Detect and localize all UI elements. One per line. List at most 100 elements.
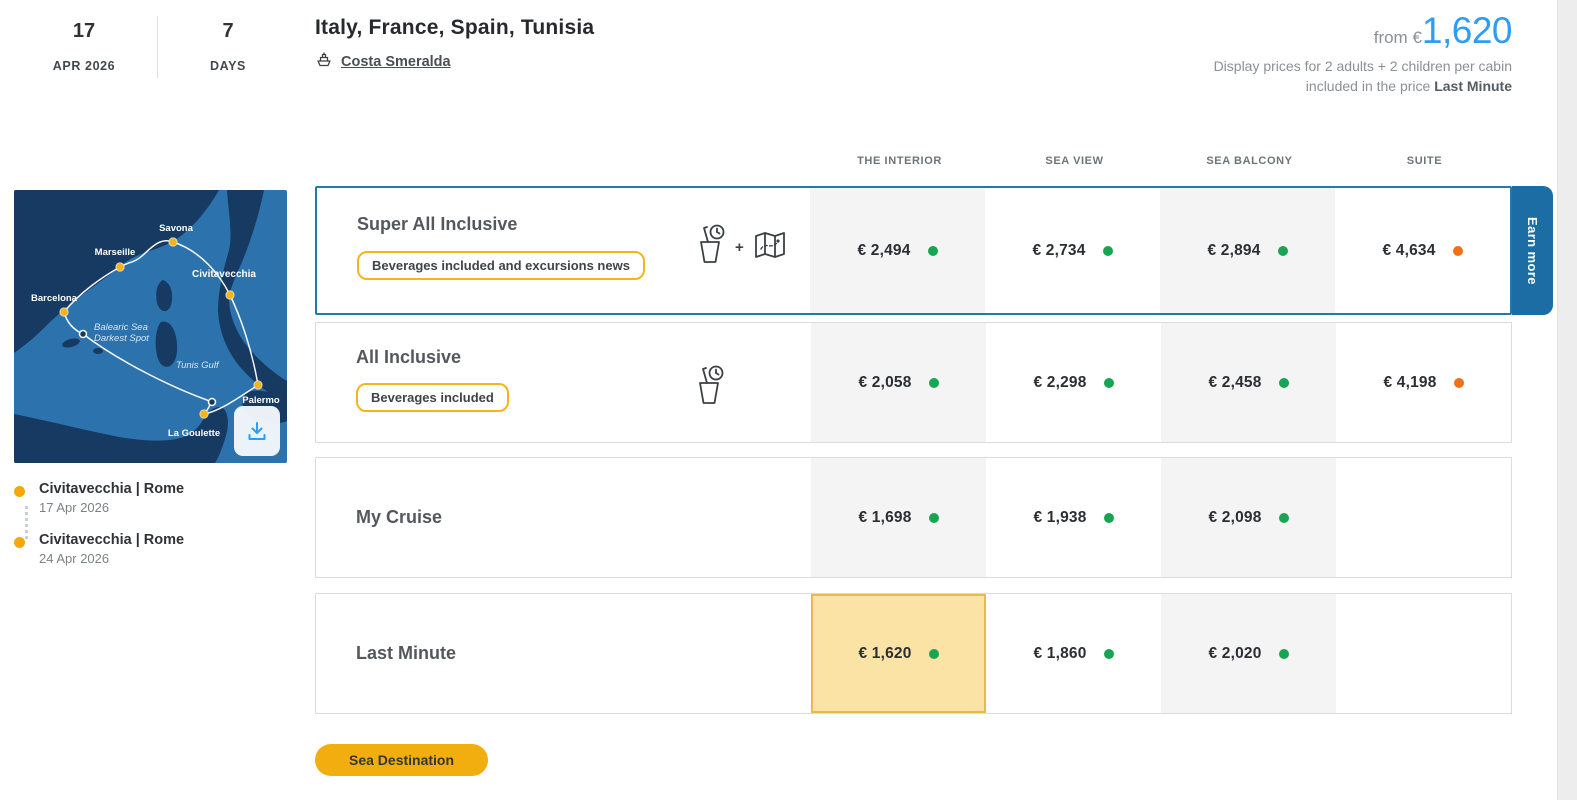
price-cell[interactable]: € 4,634 <box>1335 188 1510 313</box>
price-value: € 2,894 <box>1207 241 1261 259</box>
cruise-duration: 7 DAYS <box>172 20 284 73</box>
price-cell[interactable]: € 2,058 <box>811 323 986 442</box>
price-value: € 4,198 <box>1383 373 1437 391</box>
map-label-savona: Savona <box>159 223 194 234</box>
fare-row-super-all-inclusive[interactable]: Super All Inclusive Beverages included a… <box>315 186 1512 315</box>
fare-row-my-cruise[interactable]: My Cruise € 1,698 € 1,938 € 2,098 <box>315 457 1512 578</box>
availability-dot <box>928 377 939 388</box>
price-cell[interactable]: € 4,198 <box>1336 323 1511 442</box>
fare-name: My Cruise <box>356 507 443 527</box>
price-value: € 2,298 <box>1033 373 1087 391</box>
beverage-icon <box>694 363 726 414</box>
itinerary-port: Civitavecchia | Rome <box>39 532 185 548</box>
map-label-palermo: Palermo <box>242 395 280 406</box>
availability-dot <box>928 648 939 659</box>
from-price-value: 1,620 <box>1421 10 1513 51</box>
availability-dot <box>1102 245 1113 256</box>
availability-dot <box>1453 377 1464 388</box>
port-dot-marseille <box>115 262 125 272</box>
waypoint-tunis <box>207 397 217 407</box>
duration-value: 7 <box>222 20 234 42</box>
port-dot-la-goulette <box>199 409 209 419</box>
itinerary-stop: Civitavecchia | Rome 17 Apr 2026 <box>14 481 304 539</box>
fare-row-all-inclusive[interactable]: All Inclusive Beverages included € 2,058… <box>315 322 1512 443</box>
availability-dot <box>1103 377 1114 388</box>
page-background-strip <box>1557 0 1577 800</box>
price-cell[interactable]: € 2,494 <box>810 188 985 313</box>
price-cell[interactable]: € 2,894 <box>1160 188 1335 313</box>
column-header-interior: THE INTERIOR <box>857 155 942 167</box>
price-value: € 4,634 <box>1382 241 1436 259</box>
column-header-suite: SUITE <box>1406 155 1443 167</box>
download-icon <box>246 420 268 442</box>
price-value: € 2,020 <box>1208 644 1262 662</box>
beverage-icon <box>695 222 727 273</box>
sea-destination-button[interactable]: Sea Destination <box>315 744 489 776</box>
price-disclaimer: Display prices for 2 adults + 2 children… <box>1210 56 1512 97</box>
availability-dot <box>1452 245 1463 256</box>
ship-link[interactable]: Costa Smeralda <box>341 53 451 70</box>
price-value: € 1,938 <box>1033 508 1087 526</box>
price-cell[interactable]: € 1,938 <box>986 458 1161 577</box>
column-header-sea-balcony: SEA BALCONY <box>1206 155 1293 167</box>
map-label-balearic-1: Balearic Sea <box>94 322 148 333</box>
price-cell[interactable]: € 2,098 <box>1161 458 1336 577</box>
port-dot-palermo <box>253 380 263 390</box>
map-label-la-goulette: La Goulette <box>168 428 220 439</box>
price-cell[interactable]: € 1,860 <box>986 594 1161 713</box>
earn-more-ribbon[interactable]: Earn more <box>1512 186 1553 315</box>
port-bullet-icon <box>14 486 25 497</box>
itinerary-port: Civitavecchia | Rome <box>39 481 185 497</box>
availability-dot <box>928 512 939 523</box>
price-value: € 2,058 <box>858 373 912 391</box>
price-value: € 1,698 <box>858 508 912 526</box>
availability-dot <box>927 245 938 256</box>
price-value: € 2,494 <box>857 241 911 259</box>
availability-dot <box>1277 245 1288 256</box>
plus-separator: + <box>735 239 744 256</box>
departure-date: 17 APR 2026 <box>28 20 140 73</box>
map-label-balearic-2: Darkest Spot <box>94 333 149 344</box>
itinerary-list: Civitavecchia | Rome 17 Apr 2026 Civitav… <box>14 481 304 583</box>
map-label-civitavecchia: Civitavecchia <box>192 269 256 280</box>
map-label-barcelona: Barcelona <box>31 293 78 304</box>
fare-name: All Inclusive <box>356 347 462 367</box>
ship-icon <box>315 51 333 72</box>
price-disclaimer-text: Display prices for 2 adults + 2 children… <box>1213 58 1512 95</box>
route-line <box>63 240 259 416</box>
price-value: € 2,458 <box>1208 373 1262 391</box>
download-map-button[interactable] <box>234 406 280 456</box>
itinerary-map[interactable]: Savona Marseille Civitavecchia Barcelona… <box>14 190 287 463</box>
price-disclaimer-plan: Last Minute <box>1434 78 1512 95</box>
price-cell[interactable]: € 2,734 <box>985 188 1160 313</box>
itinerary-connector <box>25 506 28 539</box>
price-cell[interactable]: € 1,698 <box>811 458 986 577</box>
fare-badge: Beverages included and excursions news <box>357 251 645 280</box>
departure-day: 17 <box>72 20 96 42</box>
price-cell-empty <box>1336 458 1511 577</box>
fare-name: Super All Inclusive <box>357 214 518 234</box>
price-cell-selected[interactable]: € 1,620 <box>811 594 986 713</box>
price-cell[interactable]: € 2,298 <box>986 323 1161 442</box>
port-dot-barcelona <box>59 307 69 317</box>
port-dot-savona <box>168 237 178 247</box>
availability-dot <box>1103 648 1114 659</box>
itinerary-stop: Civitavecchia | Rome 24 Apr 2026 <box>14 532 304 566</box>
departure-month-year: APR 2026 <box>52 59 116 73</box>
availability-dot <box>1103 512 1114 523</box>
availability-dot <box>1278 648 1289 659</box>
price-value: € 1,620 <box>858 644 912 662</box>
page-title: Italy, France, Spain, Tunisia <box>315 16 595 39</box>
price-cell[interactable]: € 2,458 <box>1161 323 1336 442</box>
from-price-label: from € <box>1373 28 1422 47</box>
from-price: from €1,620 <box>1092 10 1513 52</box>
excursions-map-icon <box>752 229 788 266</box>
waypoint-balearic <box>78 329 88 339</box>
port-bullet-icon <box>14 537 25 548</box>
price-value: € 2,734 <box>1032 241 1086 259</box>
fare-badge: Beverages included <box>356 383 509 412</box>
price-cell[interactable]: € 2,020 <box>1161 594 1336 713</box>
fare-row-last-minute[interactable]: Last Minute € 1,620 € 1,860 € 2,020 <box>315 593 1512 714</box>
price-value: € 2,098 <box>1208 508 1262 526</box>
